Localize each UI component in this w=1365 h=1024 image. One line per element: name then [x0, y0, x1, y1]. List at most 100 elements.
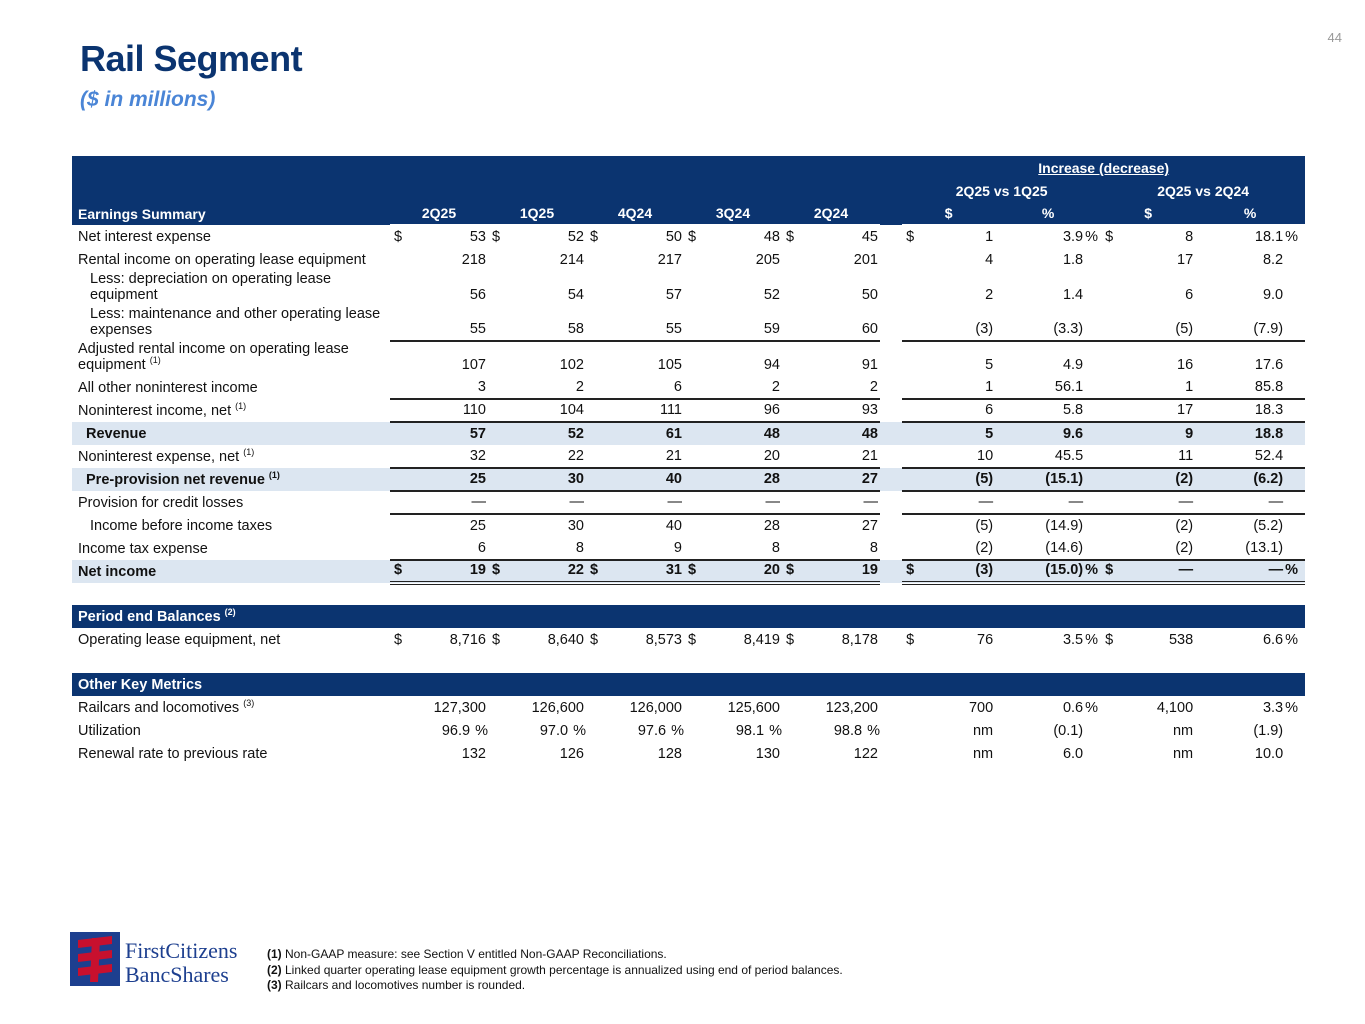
value-cell: 98.8% — [833, 723, 880, 739]
currency-symbol — [586, 422, 606, 445]
cmp1-dollar-value: nm — [972, 746, 994, 762]
currency-symbol: $ — [906, 632, 915, 648]
currency-symbol — [782, 537, 802, 561]
currency-symbol — [586, 719, 606, 742]
currency-symbol — [488, 468, 508, 492]
percent-sign — [1085, 306, 1102, 342]
section-title: Other Key Metrics — [72, 673, 1306, 696]
currency-symbol — [782, 376, 802, 400]
currency-symbol: $ — [492, 229, 501, 245]
row-label: Rental income on operating lease equipme… — [78, 252, 366, 268]
cmp2-percent-value: 85.8 — [1195, 376, 1286, 400]
currency-symbol — [586, 696, 606, 719]
value-cell: 8,419 — [743, 632, 780, 648]
cmp2-dollar-value: 538 — [1168, 632, 1194, 648]
header-row-columns: Earnings Summary 2Q25 1Q25 4Q24 3Q24 2Q2… — [72, 202, 1306, 226]
percent-sign — [1085, 341, 1101, 376]
currency-symbol — [1101, 445, 1122, 469]
currency-symbol: $ — [1105, 229, 1114, 245]
currency-symbol — [1101, 491, 1122, 515]
value-cell: 28 — [704, 468, 782, 492]
currency-symbol — [1101, 248, 1121, 271]
table-row: Less: depreciation on operating lease eq… — [72, 271, 1305, 306]
currency-symbol — [1101, 696, 1121, 719]
currency-symbol — [390, 491, 410, 515]
currency-symbol: $ — [902, 560, 923, 585]
value-cell: 48 — [704, 422, 782, 445]
value-cell: 19 — [802, 560, 880, 585]
cmp1-percent-value: 1.4 — [1062, 287, 1084, 303]
currency-symbol — [684, 696, 704, 719]
value-cell: 8,716 — [449, 632, 486, 648]
currency-symbol — [1101, 422, 1122, 445]
currency-symbol — [1101, 468, 1122, 492]
currency-symbol — [902, 376, 923, 400]
cmp1-percent-value: (3.3) — [995, 306, 1086, 342]
row-label: Net income — [72, 560, 390, 583]
currency-symbol: $ — [586, 560, 606, 585]
value-cell: 125,600 — [727, 700, 780, 716]
header-row-increase: Increase (decrease) — [72, 156, 1306, 179]
col-cmp1-dollar: $ — [902, 202, 996, 226]
value-cell: 8,178 — [841, 632, 878, 648]
cmp2-percent-value: (6.2) — [1195, 468, 1286, 492]
earnings-table: Increase (decrease) 2Q25 vs 1Q25 2Q25 vs… — [72, 156, 1306, 765]
currency-symbol — [1101, 376, 1122, 400]
cmp2-dollar-value: (2) — [1121, 537, 1196, 561]
currency-symbol — [684, 376, 704, 400]
currency-symbol — [390, 422, 410, 445]
page-number: 44 — [1327, 30, 1342, 45]
currency-symbol: $ — [488, 560, 508, 585]
currency-symbol — [684, 341, 704, 376]
table-row: Renewal rate to previous rate 132 126 128 13… — [72, 742, 1305, 765]
cmp1-dollar-value: 2 — [985, 287, 994, 303]
currency-symbol — [782, 306, 802, 342]
currency-symbol — [782, 341, 802, 376]
currency-symbol: $ — [688, 229, 697, 245]
col-cmp2-percent: % — [1195, 202, 1306, 226]
value-cell: 123,200 — [825, 700, 878, 716]
currency-symbol — [488, 696, 508, 719]
percent-sign — [1085, 422, 1102, 445]
currency-symbol: $ — [684, 560, 704, 585]
col-cmp2-dollar: $ — [1101, 202, 1196, 226]
currency-symbol — [902, 271, 922, 306]
currency-symbol — [902, 514, 922, 537]
value-cell: 8,573 — [645, 632, 682, 648]
percent-sign — [1085, 248, 1101, 271]
currency-symbol — [390, 376, 410, 400]
cmp1-percent-value: 45.5 — [995, 445, 1086, 469]
section-earnings-summary: Earnings Summary — [72, 202, 390, 225]
currency-symbol — [684, 491, 704, 515]
currency-symbol — [902, 422, 923, 445]
value-cell: — — [508, 491, 586, 515]
cmp1-dollar-value: (3) — [922, 306, 996, 342]
percent-sign: % — [1285, 229, 1299, 245]
value-cell: 28 — [763, 518, 780, 534]
header-row-comparisons: 2Q25 vs 1Q25 2Q25 vs 2Q24 — [72, 179, 1306, 202]
table-row: Provision for credit losses — — — — — — — — — — [72, 491, 1306, 515]
value-cell: 19 — [410, 560, 488, 585]
value-cell: 56 — [469, 287, 486, 303]
cmp1-percent-value: 3.5 — [1062, 632, 1084, 648]
value-cell: 104 — [508, 399, 586, 423]
cmp1-dollar-value: 5 — [922, 422, 996, 445]
currency-symbol — [586, 468, 606, 492]
value-cell: 98.1% — [735, 723, 782, 739]
currency-symbol — [488, 719, 508, 742]
col-4q24: 4Q24 — [586, 202, 684, 226]
value-cell: 94 — [763, 357, 780, 373]
currency-symbol — [586, 399, 606, 423]
value-cell: 55 — [606, 306, 684, 342]
value-cell: 201 — [853, 252, 878, 268]
col-2q24: 2Q24 — [782, 202, 880, 226]
increase-decrease-header: Increase (decrease) — [902, 156, 1306, 179]
cmp2-percent-value: 18.8 — [1195, 422, 1286, 445]
first-citizens-logo: FirstCitizens BancShares — [70, 932, 237, 986]
value-cell: 55 — [410, 306, 488, 342]
cmp2-percent-value: 18.1 — [1254, 229, 1284, 245]
percent-sign: % — [1085, 229, 1099, 245]
currency-symbol — [1101, 514, 1121, 537]
cmp1-dollar-value: 10 — [922, 445, 996, 469]
value-cell: — — [802, 491, 880, 515]
